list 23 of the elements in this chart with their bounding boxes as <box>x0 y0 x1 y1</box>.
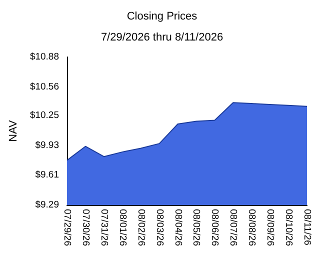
y-tick-label: $10.25 <box>30 110 59 122</box>
y-tick-label: $9.29 <box>35 200 59 210</box>
x-tick-label: 08/03/26 <box>154 209 165 246</box>
x-tick-label: 08/10/26 <box>283 209 294 246</box>
chart-subtitle: 7/29/2026 thru 8/11/2026 <box>100 32 224 44</box>
x-tick-label: 08/01/26 <box>116 209 128 246</box>
x-tick-label: 08/08/26 <box>246 209 258 246</box>
x-tick-label: 08/02/26 <box>135 209 146 246</box>
y-tick-label: $9.61 <box>35 170 59 181</box>
x-tick-label: 08/09/26 <box>264 209 276 246</box>
y-tick-label: $9.93 <box>35 140 59 151</box>
x-tick-label: 07/29/26 <box>62 209 72 246</box>
x-tick-label: 08/05/26 <box>190 209 202 246</box>
chart-title: Closing Prices <box>126 10 198 22</box>
y-tick-label: $10.88 <box>30 52 59 62</box>
x-tick-label: 07/31/26 <box>98 209 110 246</box>
y-tick-label: $10.56 <box>30 81 59 92</box>
x-tick-label: 08/11/26 <box>302 209 312 246</box>
y-axis-title: NAV <box>8 119 20 142</box>
x-tick-label: 08/06/26 <box>209 209 220 246</box>
x-tick-label: 07/30/26 <box>80 209 91 246</box>
x-tick-label: 08/07/26 <box>228 209 239 246</box>
x-tick-label: 08/04/26 <box>172 209 184 246</box>
